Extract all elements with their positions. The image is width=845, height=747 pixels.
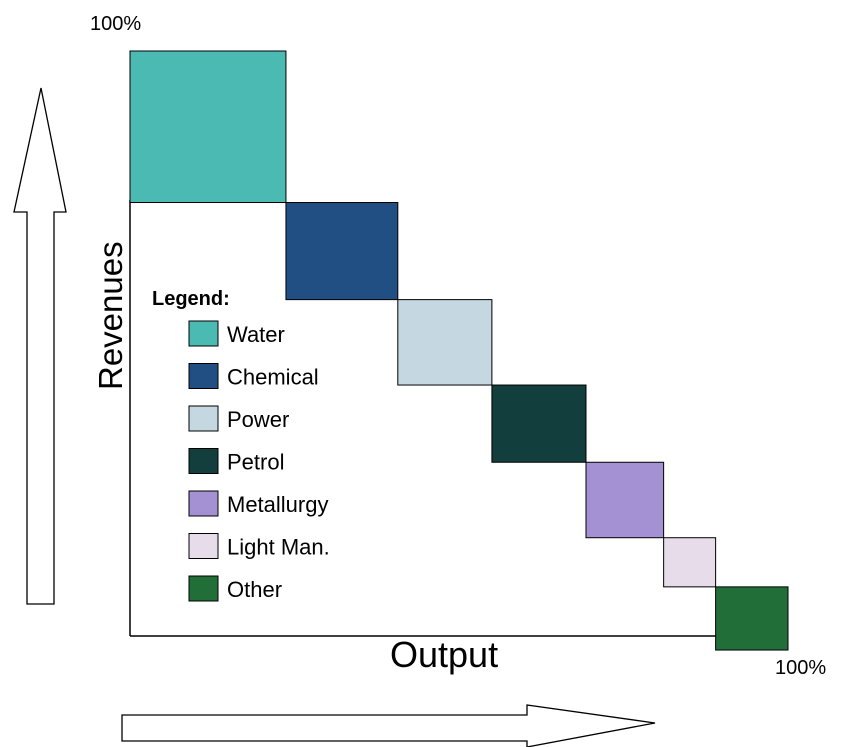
legend-swatch-power: [188, 405, 219, 432]
x-axis-label: Output: [390, 634, 498, 675]
block-light-man: [663, 537, 717, 588]
block-water: [129, 50, 287, 204]
legend-label-light-man: Light Man.: [227, 535, 330, 560]
legend-label-water: Water: [227, 322, 285, 347]
legend-swatch-other: [188, 575, 219, 602]
up-arrow: [13, 87, 67, 605]
legend-label-petrol: Petrol: [227, 450, 284, 475]
legend-swatch-water: [188, 320, 219, 347]
legend-swatch-petrol: [188, 448, 219, 474]
block-petrol: [491, 384, 587, 463]
legend-title: Legend:: [152, 288, 230, 310]
y-max-label: 100%: [90, 13, 141, 35]
legend-label-chemical: Chemical: [227, 365, 319, 390]
legend-label-power: Power: [227, 407, 289, 432]
y-axis-label: Revenues: [92, 241, 129, 390]
legend: Legend: Water Chemical Power Petrol Metallur…: [152, 288, 330, 602]
block-metallurgy: [585, 461, 665, 539]
data-blocks: [129, 50, 789, 651]
right-arrow: [121, 704, 656, 747]
block-other: [715, 586, 789, 651]
legend-label-other: Other: [227, 577, 282, 602]
x-max-label: 100%: [775, 657, 826, 679]
legend-swatch-metallurgy: [188, 490, 219, 517]
legend-swatch-chemical: [188, 363, 219, 389]
block-chemical: [285, 202, 399, 301]
legend-label-metallurgy: Metallurgy: [227, 492, 328, 517]
block-power: [397, 299, 493, 386]
legend-swatch-light-man: [188, 533, 219, 559]
